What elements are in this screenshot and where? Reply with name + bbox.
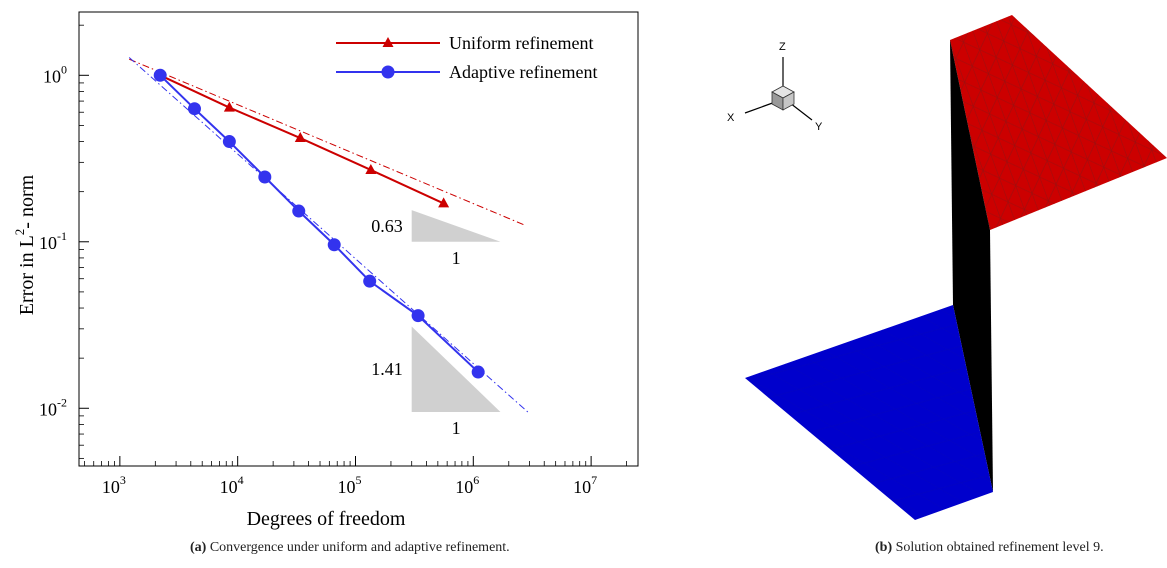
slope-label: 1.41	[371, 359, 403, 379]
x-tick-label: 105	[337, 473, 361, 497]
data-point-triangle	[438, 197, 450, 208]
surface-top-red-mesh	[950, 15, 1167, 230]
legend-label: Adaptive refinement	[449, 62, 597, 82]
caption-b-label: (b)	[875, 540, 893, 555]
slope-label: 0.63	[371, 216, 403, 236]
data-point-circle	[222, 135, 236, 149]
fit-lines	[128, 57, 530, 414]
caption-a: (a) Convergence under uniform and adapti…	[190, 540, 510, 556]
slope-triangles: 0.63 1 1.41 1	[371, 210, 501, 438]
x-tick-label: 103	[102, 473, 126, 497]
x-axis-label: Degrees of freedom	[247, 508, 406, 530]
y-tick-label: 10-1	[39, 229, 67, 253]
caption-b: (b) Solution obtained refinement level 9…	[875, 540, 1104, 556]
triad-label-x: X	[727, 112, 735, 124]
caption-a-text: Convergence under uniform and adaptive r…	[209, 540, 510, 555]
data-point-circle	[292, 204, 306, 218]
y-tick-label: 100	[43, 62, 67, 86]
surface-wall-black	[950, 40, 993, 492]
triad-cube-right	[782, 91, 795, 111]
fit-line	[128, 58, 527, 227]
x-tick-label: 104	[220, 473, 244, 497]
slope-triangle	[411, 210, 501, 242]
solution-surface-3d	[745, 15, 1167, 520]
plot-frame	[78, 11, 639, 467]
slope-triangle	[411, 326, 501, 412]
data-point-triangle	[223, 101, 235, 112]
data-point-triangle	[365, 163, 377, 174]
run-label: 1	[452, 418, 461, 438]
data-point-circle	[363, 274, 377, 288]
data-point-circle	[381, 65, 395, 79]
fit-line	[128, 57, 530, 414]
surface-bottom-blue-mesh	[745, 305, 993, 520]
x-tick-label: 107	[573, 473, 597, 497]
triad-label-y: Y	[815, 121, 823, 133]
y-axis-ticks: 100 10-1 10-2	[39, 24, 89, 459]
data-series	[153, 68, 485, 379]
data-point-circle	[327, 238, 341, 252]
caption-b-text: Solution obtained refinement level 9.	[895, 540, 1104, 555]
convergence-plot: 0.63 1 1.41 1 103 104 105 106 107 100 10-1 10-2 U…	[12, 11, 639, 530]
x-axis-ticks: 103 104 105 106 107	[83, 456, 627, 497]
data-point-triangle	[382, 37, 394, 47]
y-axis-label: Error in L2- norm	[12, 174, 38, 315]
triad-label-z: Z	[779, 41, 786, 53]
y-tick-label: 10-2	[39, 395, 67, 419]
caption-a-label: (a)	[190, 540, 207, 555]
data-point-circle	[258, 170, 272, 184]
axis-triad: Z X Y	[727, 41, 823, 133]
data-point-circle	[471, 365, 485, 379]
x-tick-label: 106	[455, 473, 479, 497]
run-label: 1	[452, 248, 461, 268]
data-point-triangle	[294, 132, 306, 143]
data-point-circle	[153, 68, 167, 82]
legend: Uniform refinement Adaptive refinement	[336, 33, 597, 82]
data-point-circle	[187, 102, 201, 116]
legend-label: Uniform refinement	[449, 33, 593, 53]
data-point-circle	[411, 309, 425, 323]
